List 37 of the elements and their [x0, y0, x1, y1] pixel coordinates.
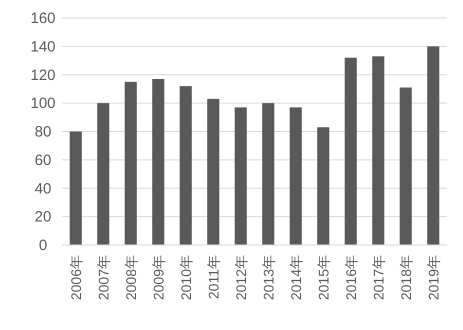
x-tick-label: 2010年: [178, 255, 194, 300]
x-tick-label: 2013年: [260, 255, 276, 300]
x-tick-label: 2011年: [205, 255, 222, 300]
y-tick-label: 160: [30, 10, 56, 27]
x-tick-label: 2007年: [95, 255, 112, 300]
y-tick-label: 100: [30, 95, 56, 112]
bar: [372, 56, 384, 245]
x-tick-label: 2012年: [232, 255, 249, 300]
bar: [427, 46, 440, 245]
x-tick-label: 2018年: [398, 255, 414, 300]
y-tick-label: 80: [34, 124, 52, 140]
y-tick-label: 40: [34, 180, 52, 198]
y-tick-label: 0: [38, 237, 48, 254]
x-tick-label: 2014年: [288, 255, 304, 300]
bar: [124, 82, 137, 245]
x-tick-label: 2016年: [342, 255, 359, 300]
bar: [152, 79, 164, 245]
bar: [262, 103, 274, 245]
bar: [344, 58, 357, 245]
bar: [290, 107, 302, 245]
bar: [317, 127, 330, 245]
x-tick-label: 2017年: [370, 255, 386, 300]
y-tick-label: 60: [34, 152, 52, 169]
x-tick-label: 2009年: [150, 255, 166, 300]
bar: [400, 88, 412, 245]
x-tick-label: 2008年: [122, 255, 139, 300]
bar: [180, 86, 192, 245]
bar: [207, 98, 220, 245]
x-tick-label: 2019年: [425, 255, 442, 300]
x-tick-label: 2015年: [315, 255, 332, 300]
bar: [70, 132, 82, 245]
y-tick-label: 140: [30, 38, 56, 56]
y-tick-label: 120: [30, 66, 56, 84]
bar: [97, 103, 110, 245]
y-tick-label: 20: [34, 208, 52, 226]
bar: [234, 107, 247, 245]
x-tick-label: 2006年: [68, 255, 84, 300]
